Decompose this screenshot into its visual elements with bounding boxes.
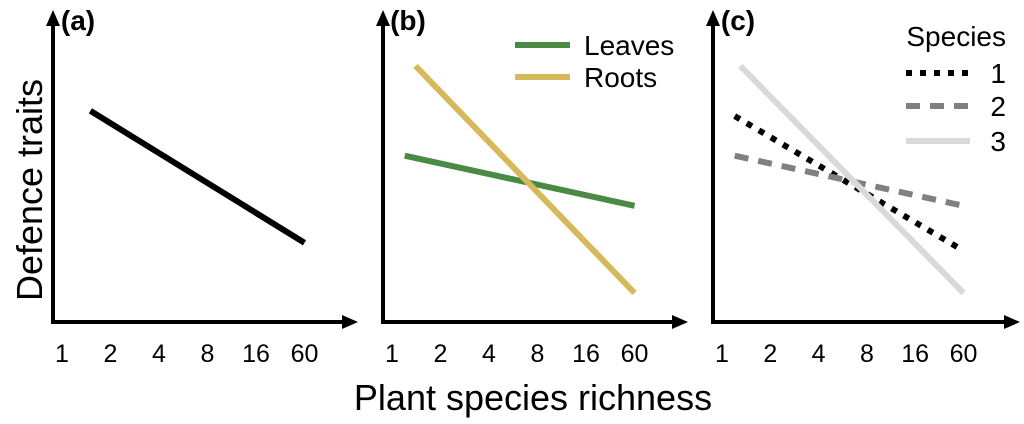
- x-tick-label: 8: [201, 340, 215, 368]
- y-axis-arrow-icon: [376, 10, 390, 26]
- x-tick-label: 1: [55, 340, 69, 368]
- series-line-3: [738, 63, 966, 296]
- x-axis-arrow-icon: [1004, 315, 1020, 329]
- series-line-1: [733, 113, 966, 254]
- x-tick-label: 16: [242, 340, 270, 368]
- panel-label: (b): [390, 5, 426, 36]
- x-tick-label: 16: [572, 340, 600, 368]
- legend-label: 1: [990, 58, 1006, 89]
- series-line-2: [734, 152, 965, 209]
- x-tick-label: 4: [482, 340, 496, 368]
- series-line-leaves: [404, 152, 636, 209]
- x-axis-title: Plant species richness: [354, 377, 712, 418]
- x-tick-label: 8: [860, 340, 874, 368]
- series-line-roots: [413, 63, 637, 296]
- legend-label: 3: [990, 126, 1006, 157]
- legend-label: Leaves: [584, 30, 674, 61]
- x-tick-label: 16: [901, 340, 929, 368]
- x-axis-arrow-icon: [672, 315, 688, 329]
- x-tick-label: 8: [531, 340, 545, 368]
- panel-a: (a) 1 2 4 8 16 60: [46, 5, 358, 368]
- x-tick-label: 60: [621, 340, 649, 368]
- panel-label: (c): [721, 5, 755, 36]
- x-axis-arrow-icon: [342, 315, 358, 329]
- legend-label: Roots: [584, 62, 657, 93]
- panel-label: (a): [61, 5, 95, 36]
- x-tick-label: 2: [434, 340, 448, 368]
- legend-label: 2: [990, 91, 1006, 122]
- x-tick-label: 4: [812, 340, 826, 368]
- x-tick-label: 4: [152, 340, 166, 368]
- y-axis-arrow-icon: [46, 10, 60, 26]
- y-axis-arrow-icon: [706, 10, 720, 26]
- legend-title: Species: [906, 21, 1006, 52]
- x-tick-label: 60: [291, 340, 319, 368]
- x-tick-label: 60: [950, 340, 978, 368]
- x-tick-label: 1: [715, 340, 729, 368]
- x-tick-label: 1: [385, 340, 399, 368]
- series-line: [88, 108, 307, 246]
- x-tick-label: 2: [763, 340, 777, 368]
- y-axis-title: Defence traits: [9, 79, 50, 301]
- x-tick-label: 2: [104, 340, 118, 368]
